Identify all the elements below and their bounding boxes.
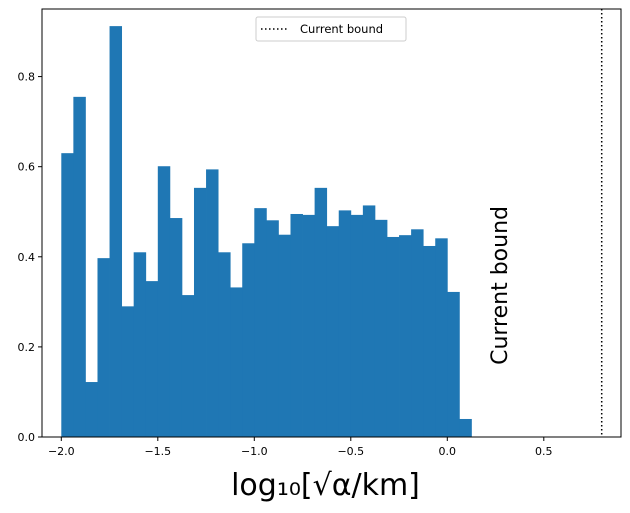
plot-frame [41,8,622,438]
x-tick-label: 0.5 [535,445,553,458]
x-tick-label: 0.0 [439,445,457,458]
histogram-bar [181,295,195,437]
legend: Current bound [255,16,407,42]
y-tick-label: 0.4 [18,251,36,264]
histogram-bar [435,238,448,437]
histogram-bar [278,234,291,437]
x-tick-label: −1.5 [144,445,171,458]
axes-group [41,8,622,438]
histogram-bar [266,220,279,437]
histogram-bar [254,208,267,437]
histogram-bar [338,210,352,437]
histogram-bar [302,214,316,437]
legend-label: Current bound [300,22,383,36]
histogram-bar [145,281,159,437]
x-ticks-group: −2.0 −1.5 −1.0 −0.5 0.0 0.5 [48,437,553,458]
y-tick-label: 0.0 [18,431,36,444]
histogram-bar [242,243,255,437]
current-bound-annotation: Current bound [488,206,513,365]
legend-box [255,16,407,42]
histogram-bar [169,218,183,437]
histogram-bar [411,229,424,437]
histogram-bar [459,418,472,437]
histogram-bar [399,235,412,437]
histogram-bar [230,287,243,437]
histogram-bar [85,382,98,437]
histogram-bar [386,236,400,437]
y-tick-label: 0.8 [18,71,36,84]
histogram-bar [193,187,207,437]
histogram-bar [157,166,171,437]
histogram-bar [374,219,388,437]
y-tick-label: 0.6 [18,161,36,174]
histogram-bar [350,214,364,437]
x-tick-label: −0.5 [337,445,364,458]
histogram-bar [290,213,303,437]
bars-group [61,26,472,438]
histogram-bar [97,258,110,437]
x-axis-label: log₁₀[√α/km] [231,468,420,503]
x-tick-label: −1.0 [241,445,268,458]
histogram-bar [447,291,460,437]
histogram-bar [206,169,219,437]
histogram-bar [314,187,328,437]
histogram-bar [73,96,86,437]
y-ticks-group: 0.0 0.2 0.4 0.6 0.8 [18,71,42,444]
histogram-bar [423,245,436,437]
histogram-bar [61,153,74,437]
x-tick-label: −2.0 [48,445,75,458]
histogram-bar [326,226,340,437]
histogram-bar [109,26,123,438]
histogram-bar [133,252,147,437]
histogram-bar [362,205,376,437]
histogram-bar [218,252,231,437]
y-tick-label: 0.2 [18,341,36,354]
histogram-bar [121,306,135,437]
